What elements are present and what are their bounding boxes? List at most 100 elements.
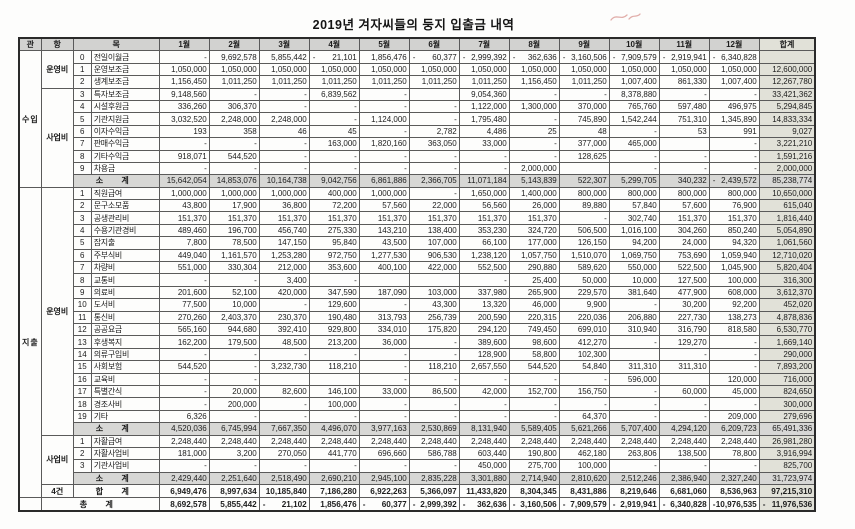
cell-value: 1,650,000 — [458, 186, 510, 201]
cell-value: - — [358, 149, 410, 163]
cell-value: 5,294,845 — [758, 99, 816, 114]
row-number: 4 — [72, 99, 92, 114]
column-header-month: 8월 — [508, 37, 560, 52]
cell-value — [408, 273, 460, 287]
cell-value: 918,071 — [158, 149, 210, 163]
row-number: 5 — [72, 236, 92, 250]
cell-value: 147,150 — [258, 236, 310, 250]
cell-value: 212,000 — [258, 261, 310, 275]
cell-value: 6,745,994 — [208, 422, 260, 436]
table-row: 4건 합 계 6,949,476 8,997,634 10,185,840 7,186,2… — [19, 484, 816, 499]
cell-value: 4,878,836 — [758, 310, 816, 325]
cell-value: 118,210 — [308, 360, 360, 374]
cell-value: 10,000 — [608, 273, 660, 287]
cell-value: 1,000,000 — [358, 186, 410, 201]
cell-value: 8,304,345 — [508, 484, 560, 499]
cell-value: 152,700 — [508, 384, 560, 399]
cell-value: 337,980 — [458, 285, 510, 300]
cell-value: - — [158, 50, 210, 64]
cell-value: - — [408, 372, 460, 386]
cell-value: 193 — [158, 124, 210, 139]
cell-value: -6,340,828 — [708, 50, 760, 64]
cell-value: 313,793 — [358, 310, 410, 325]
cell-value: 230,370 — [258, 310, 310, 325]
cell-value: 46,000 — [508, 298, 560, 312]
cell-value: 929,800 — [308, 322, 360, 337]
cell-value: 5,299,705 — [608, 174, 660, 188]
cell-value: - — [508, 372, 560, 386]
cell-value: 8,692,578 — [158, 497, 210, 512]
cell-value: - — [458, 161, 510, 176]
cell-value: 972,750 — [308, 248, 360, 263]
cell-value: 422,000 — [408, 261, 460, 275]
row-label: 기타수익금 — [90, 149, 160, 163]
cell-value: 5,820,404 — [758, 261, 816, 275]
cell-value: 1,011,250 — [458, 75, 510, 89]
cell-value: 311,310 — [658, 360, 710, 374]
cell-value: 1,050,000 — [308, 62, 360, 77]
cell-value: 5,054,890 — [758, 223, 816, 238]
cell-value: - — [208, 459, 260, 473]
row-number: 11 — [72, 310, 92, 325]
column-header-month: 2월 — [208, 37, 260, 52]
cell-value: 3,612,370 — [758, 285, 816, 300]
cell-value: 177,000 — [508, 236, 560, 250]
cell-value — [258, 372, 310, 386]
cell-value: 98,600 — [508, 335, 560, 349]
cell-value: - — [708, 397, 760, 411]
cell-value: 6,681,060 — [658, 484, 710, 499]
cell-value: 1,400,000 — [508, 186, 560, 201]
column-header-month: 7월 — [458, 37, 510, 52]
table-row: 2 자활사업비 181,000 3,200 270,050 441,770 696,660 5… — [19, 446, 816, 461]
cell-value: 330,304 — [208, 261, 260, 275]
cell-value: 1,050,000 — [508, 62, 560, 77]
cell-value: 2,327,240 — [708, 471, 760, 486]
row-number: 7 — [72, 261, 92, 275]
row-label: 후생복지 — [90, 335, 160, 349]
table-row: 8 기타수익금 918,071 544,520- - - - - -128,625- - -1,59… — [19, 149, 816, 163]
row-number: 8 — [72, 149, 92, 163]
cell-value: 275,700 — [508, 459, 560, 473]
cell-value: 57,560 — [358, 199, 410, 213]
row-number: 17 — [72, 384, 92, 399]
cell-value: - — [258, 99, 310, 114]
document-title: 2019년 겨자씨들의 둥지 입출금 내역 — [312, 18, 515, 32]
cell-value: 2,248,440 — [258, 434, 310, 448]
cell-value: - — [408, 409, 460, 424]
cell-value: - — [258, 409, 310, 424]
table-row: 사업비 3 특자보조금 9,148,560- -6,839,562-9,054,360-… — [19, 87, 816, 188]
cell-value: - — [308, 347, 360, 362]
cell-value: 9,042,756 — [308, 174, 360, 188]
cell-value: 1,057,750 — [508, 248, 560, 263]
cell-value: 151,370 — [658, 211, 710, 225]
table-row: 10 도서비 77,500 10,000-129,600-43,300 13,320 46… — [19, 298, 816, 312]
cell-value: - — [358, 87, 410, 101]
cell-value: 2,810,620 — [558, 471, 610, 486]
cell-value: 25,400 — [508, 273, 560, 287]
cell-value: 151,370 — [458, 211, 510, 225]
cell-value — [358, 273, 410, 287]
cell-value: 1,011,250 — [258, 75, 310, 89]
cell-value: 82,600 — [258, 384, 310, 399]
cell-value: 76,900 — [708, 199, 760, 213]
cell-value: 5,855,442 — [208, 497, 260, 512]
cell-value: - — [358, 347, 410, 362]
row-number: 16 — [72, 372, 92, 386]
cell-value: 336,260 — [158, 99, 210, 114]
cell-value: 552,500 — [458, 261, 510, 275]
row-number: 15 — [72, 360, 92, 374]
cell-value: - — [158, 459, 210, 473]
cell-value: 1,122,000 — [458, 99, 510, 114]
cell-value: 7,893,200 — [758, 360, 816, 374]
ledger-table: 관 항 목 1월 2월 3월 4월 5월 6월 7월 8월 9월 10월 11월 12월 합계 수입 운영비 0 전… — [18, 37, 817, 513]
table-row: 17 특별간식 -20,000 82,600 146,100 33,000 86,500 42… — [19, 384, 816, 399]
cell-value: 477,900 — [658, 285, 710, 300]
cell-value: 5,143,839 — [508, 174, 560, 188]
column-header-month: 10월 — [608, 37, 660, 52]
cell-value: -11,976,536 — [758, 497, 816, 512]
cell-value: 190,480 — [308, 310, 360, 325]
row-label: 교육비 — [90, 372, 160, 386]
cell-value: -60,377 — [358, 497, 410, 512]
cell-value: 6,861,886 — [358, 174, 410, 188]
cell-value: 36,000 — [358, 335, 410, 349]
